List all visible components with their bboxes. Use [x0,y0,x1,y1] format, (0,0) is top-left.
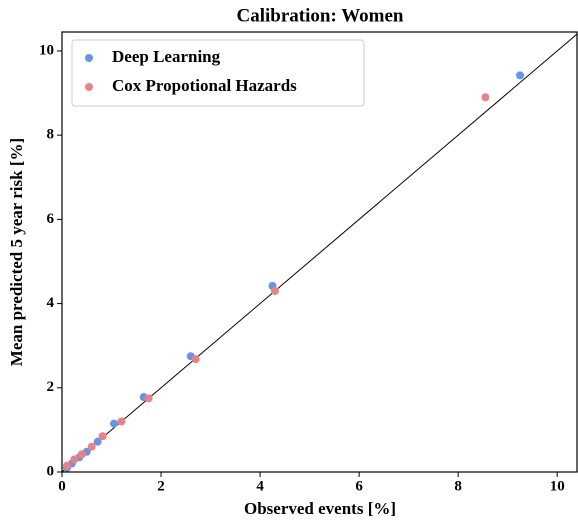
y-tick-label: 2 [47,379,55,395]
plot-frame [61,31,578,473]
point [77,450,86,459]
point [87,442,96,451]
point [93,437,102,446]
x-tick-label: 4 [256,478,264,494]
x-tick-label: 10 [550,478,565,494]
point [62,461,71,470]
chart-title: Calibration: Women [237,5,404,26]
legend-label: Deep Learning [112,47,221,66]
point [516,71,525,80]
point [70,455,79,464]
y-tick-label: 8 [47,127,55,143]
legend-marker [85,54,93,62]
x-tick-label: 0 [58,478,66,494]
legend-box [71,39,365,107]
x-tick-label: 8 [454,478,462,494]
x-tick-label: 6 [355,478,363,494]
y-tick-label: 10 [39,42,54,58]
point [144,394,153,403]
y-axis-label: Mean predicted 5 year risk [%] [7,138,26,366]
legend-label: Cox Propotional Hazards [112,76,297,95]
point [270,286,279,295]
point [109,419,118,428]
point [191,355,200,364]
point [117,417,126,426]
y-tick-label: 6 [47,211,55,227]
y-tick-label: 0 [47,463,55,479]
point [98,432,107,441]
x-axis-label: Observed events [%] [244,499,396,518]
legend-marker [85,83,93,91]
point [481,93,490,102]
x-tick-label: 2 [157,478,165,494]
y-tick-label: 4 [47,295,55,311]
